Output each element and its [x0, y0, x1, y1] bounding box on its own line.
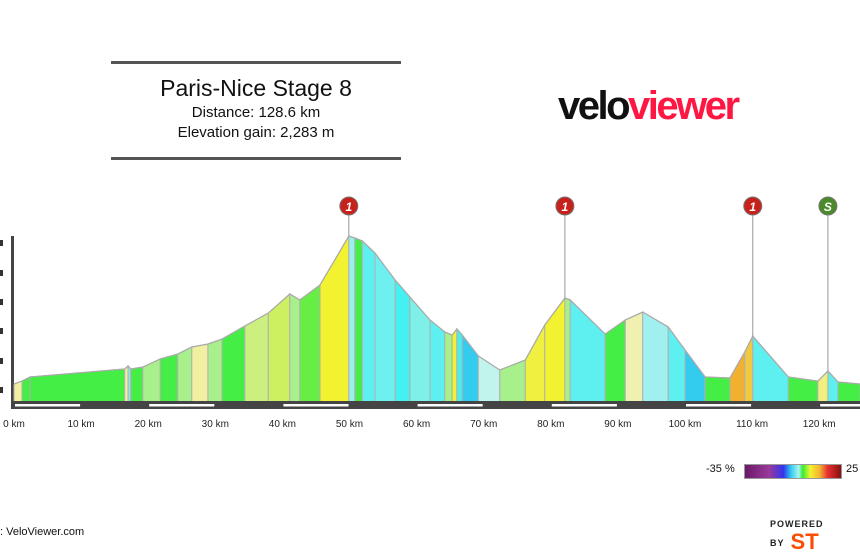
profile-segment [524, 323, 546, 403]
profile-segment [704, 376, 731, 403]
profile-segment [837, 381, 860, 403]
profile-segment [299, 284, 321, 403]
x-tick-label: 0 km [3, 419, 25, 430]
climb-category-marker [818, 196, 838, 216]
y-tick-label-cut [0, 387, 3, 393]
profile-segment [564, 297, 571, 403]
x-tick-label: 80 km [537, 419, 564, 430]
profile-segment [444, 331, 453, 403]
x-axis-scale-segment [283, 404, 349, 407]
elevation-gain-label: Elevation gain: 2,283 m [177, 124, 335, 141]
profile-segment [456, 327, 463, 403]
profile-segment [409, 295, 431, 403]
x-tick-label: 70 km [470, 419, 497, 430]
climb-category-label: 1 [562, 200, 569, 214]
profile-segment [624, 311, 644, 403]
x-axis-scale-segment [149, 404, 215, 407]
y-axis-line [11, 236, 14, 408]
y-tick-label-cut [0, 358, 3, 364]
y-tick-label-cut [0, 299, 3, 305]
title-rule-bottom [111, 157, 401, 160]
profile-segment [348, 235, 356, 403]
profile-segment [451, 327, 458, 403]
veloviewer-logo: veloviewer [558, 84, 740, 128]
profile-segment [729, 350, 746, 403]
page-title: Paris-Nice Stage 8 [160, 75, 352, 101]
profile-segment [29, 368, 126, 403]
y-tick-label-cut [0, 240, 3, 246]
climb-category-marker [555, 196, 575, 216]
profile-segment [207, 338, 223, 403]
title-rule-top [111, 61, 401, 64]
profile-outline [13, 235, 860, 385]
x-axis-scale-segment [551, 404, 617, 407]
gradient-max-label: 25 [846, 463, 859, 475]
x-tick-label: 110 km [736, 419, 768, 430]
profile-segment [642, 311, 669, 403]
x-tick-label: 90 km [604, 419, 631, 430]
profile-segment [429, 318, 446, 403]
powered-by-strava: POWERED BY ST [770, 519, 824, 554]
profile-segment [394, 278, 411, 403]
profile-segment [289, 293, 301, 403]
climb-category-marker [339, 196, 359, 216]
x-tick-label: 30 km [202, 419, 229, 430]
profile-segment [354, 237, 363, 403]
x-tick-label: 40 km [269, 419, 296, 430]
y-tick-label-cut [0, 270, 3, 276]
climb-category-label: 1 [749, 200, 756, 214]
profile-segment [159, 353, 179, 403]
credit-text: : VeloViewer.com [0, 526, 85, 538]
gradient-min-label: -35 % [706, 463, 735, 475]
profile-segment [177, 346, 193, 403]
profile-segment [569, 298, 606, 403]
profile-segment [752, 334, 789, 403]
profile-segment [244, 312, 269, 403]
x-axis-scale-segment [417, 404, 483, 407]
x-tick-label: 120 km [803, 419, 836, 430]
climb-category-label: S [824, 200, 832, 214]
elevation-profile-chart: 0 km 10 km 20 km 30 km 40 km 50 km 60 km 70 km 8… [0, 196, 860, 430]
x-axis-scale-segment [686, 404, 752, 407]
profile-segment [684, 348, 706, 403]
profile-segment [361, 239, 376, 403]
x-axis-scale-segment [820, 404, 860, 407]
profile-segment [130, 366, 144, 403]
profile-segment [744, 335, 754, 403]
climb-category-marker [743, 196, 763, 216]
distance-label: Distance: 128.6 km [191, 104, 321, 121]
y-tick-label-cut [0, 328, 3, 334]
x-axis-scale-segment [15, 404, 81, 407]
x-tick-label: 100 km [669, 419, 702, 430]
profile-segment [499, 359, 526, 403]
profile-segment [191, 343, 209, 403]
profile-segment [544, 296, 566, 403]
x-tick-label: 20 km [135, 419, 162, 430]
x-tick-label: 60 km [403, 419, 430, 430]
gradient-color-scale [744, 464, 842, 479]
strava-logo: ST [790, 529, 819, 554]
climb-category-label: 1 [345, 200, 352, 214]
profile-segment [124, 364, 129, 403]
x-tick-label: 10 km [67, 419, 94, 430]
x-tick-label: 50 km [336, 419, 363, 430]
